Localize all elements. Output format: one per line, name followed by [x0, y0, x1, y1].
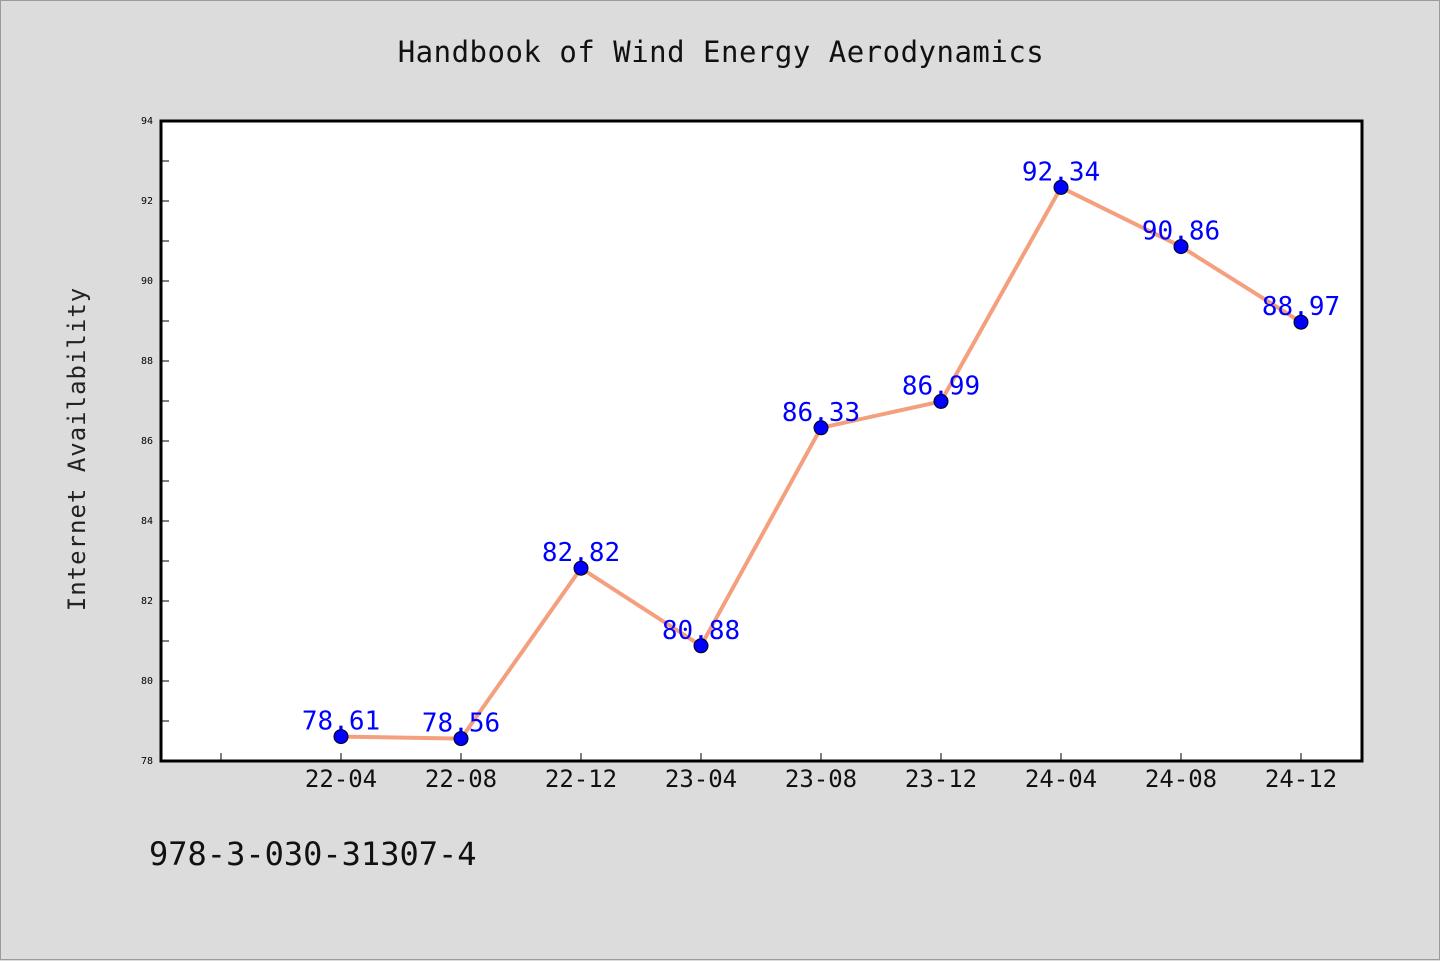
y-tick-label: 88 — [141, 356, 153, 367]
data-point — [813, 420, 829, 436]
data-point — [1293, 314, 1309, 330]
plot-area — [159, 119, 1364, 763]
data-label: 78.56 — [422, 709, 500, 739]
data-point — [333, 729, 349, 745]
data-label: 82.82 — [542, 538, 620, 568]
data-point — [1173, 239, 1189, 255]
y-tick-label: 90 — [141, 276, 153, 287]
data-label: 90.86 — [1142, 217, 1220, 247]
data-label: 80.88 — [662, 616, 740, 646]
data-label: 86.99 — [902, 371, 980, 401]
y-tick-label: 80 — [141, 676, 153, 687]
y-tick-label: 86 — [141, 436, 153, 447]
x-tick-label: 22-08 — [425, 765, 497, 793]
y-tick-label: 78 — [141, 756, 153, 767]
chart-title: Handbook of Wind Energy Aerodynamics — [397, 35, 1045, 69]
x-tick-label: 24-12 — [1265, 765, 1337, 793]
x-tick-label: 23-12 — [905, 765, 977, 793]
data-point — [693, 638, 709, 654]
data-point — [573, 560, 589, 576]
x-tick-label: 22-04 — [305, 765, 377, 793]
y-tick-label: 94 — [141, 116, 153, 127]
x-tick-label: 23-04 — [665, 765, 737, 793]
x-tick-label: 24-04 — [1025, 765, 1097, 793]
x-tick-label: 24-08 — [1145, 765, 1217, 793]
data-point — [933, 393, 949, 409]
y-tick-label: 84 — [141, 516, 153, 527]
data-point — [1053, 179, 1069, 195]
data-point — [453, 731, 469, 747]
x-tick-label: 23-08 — [785, 765, 857, 793]
x-tick-label: 22-12 — [545, 765, 617, 793]
data-label: 86.33 — [782, 398, 860, 428]
isbn-code: 978-3-030-31307-4 — [149, 835, 477, 873]
y-tick-label: 92 — [141, 196, 153, 207]
y-tick-label: 82 — [141, 596, 153, 607]
data-label: 92.34 — [1022, 157, 1100, 187]
data-label: 88.97 — [1262, 292, 1340, 322]
data-label: 78.61 — [302, 707, 380, 737]
